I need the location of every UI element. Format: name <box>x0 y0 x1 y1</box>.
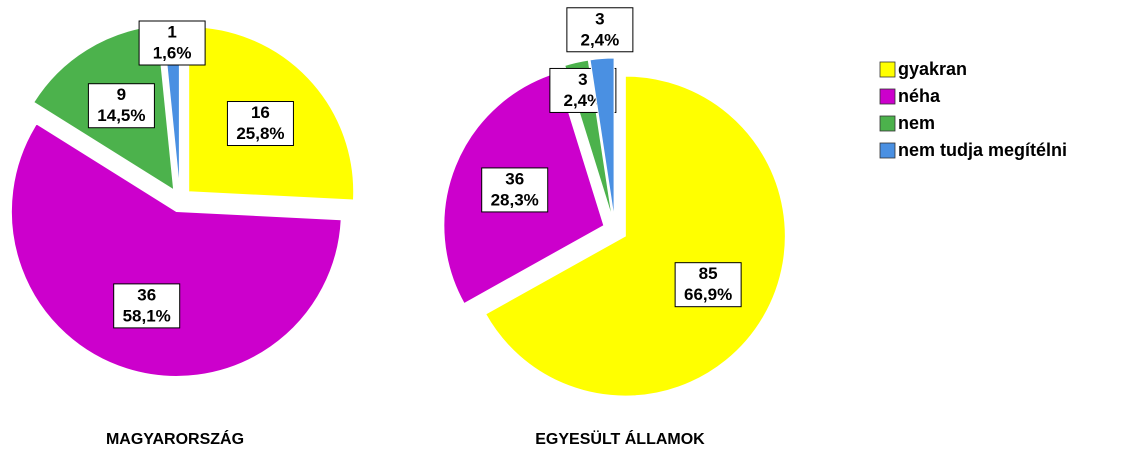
label-box <box>481 167 549 213</box>
legend-swatch <box>879 142 896 159</box>
data-label: 85 66,9% <box>674 262 742 308</box>
percent-label: 25,8% <box>236 124 284 143</box>
legend-label: nem tudja megítélni <box>898 140 1067 160</box>
legend-label: néha <box>898 86 941 106</box>
legend-swatch <box>879 61 896 78</box>
count-label: 1 <box>167 22 176 41</box>
label-box <box>226 101 294 147</box>
legend-label: nem <box>898 113 935 133</box>
percent-label: 28,3% <box>491 190 539 209</box>
count-label: 36 <box>505 169 524 188</box>
count-label: 3 <box>578 70 587 89</box>
count-label: 3 <box>595 9 604 28</box>
chart-title: EGYESÜLT ÁLLAMOK <box>535 429 705 448</box>
count-label: 9 <box>117 85 126 104</box>
legend-swatch <box>879 115 896 132</box>
legend-label: gyakran <box>898 59 967 79</box>
pie-slice <box>10 123 342 377</box>
percent-label: 14,5% <box>97 106 145 125</box>
data-label: 1 1,6% <box>138 20 206 66</box>
count-label: 85 <box>699 264 718 283</box>
percent-label: 66,9% <box>684 285 732 304</box>
label-box <box>674 262 742 308</box>
percent-label: 58,1% <box>123 306 171 325</box>
data-label: 36 58,1% <box>113 283 181 329</box>
label-box <box>87 83 155 129</box>
percent-label: 2,4% <box>564 91 603 110</box>
label-box <box>566 7 634 53</box>
pie-slice <box>589 57 615 219</box>
percent-label: 1,6% <box>153 43 192 62</box>
count-label: 36 <box>137 285 156 304</box>
data-label: 16 25,8% <box>226 101 294 147</box>
data-label: 3 2,4% <box>566 7 634 53</box>
data-label: 9 14,5% <box>87 83 155 129</box>
label-box <box>113 283 181 329</box>
percent-label: 2,4% <box>580 30 619 49</box>
label-box <box>138 20 206 66</box>
chart-title: MAGYARORSZÁG <box>106 429 244 448</box>
legend-swatch <box>879 88 896 105</box>
pie-slice <box>484 75 786 397</box>
data-label: 36 28,3% <box>481 167 549 213</box>
count-label: 16 <box>251 103 270 122</box>
